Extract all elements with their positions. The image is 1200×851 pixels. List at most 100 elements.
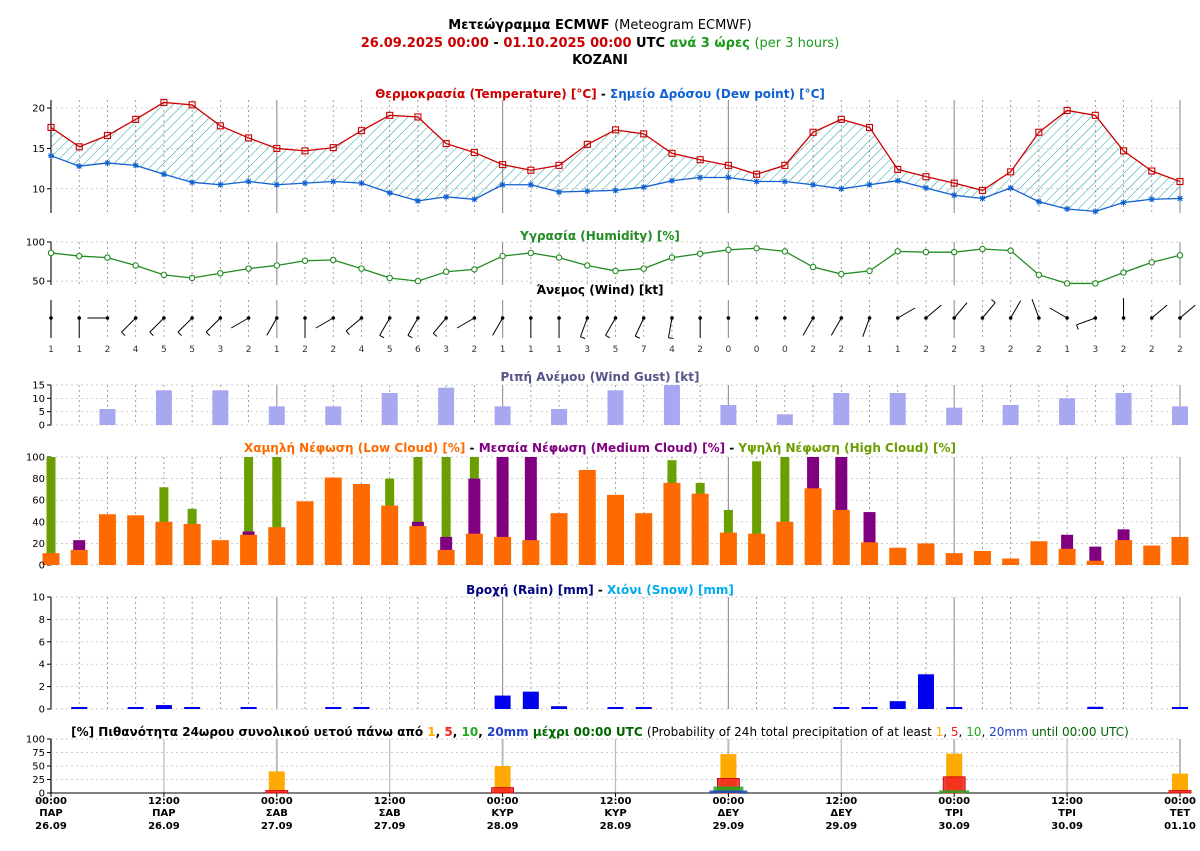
wind-station-dot — [754, 316, 759, 320]
prob-5mm-bar — [1168, 790, 1192, 794]
period-separator: - — [488, 36, 504, 51]
x-tick-date: 01.10 — [1164, 821, 1196, 832]
dew-point-point — [245, 178, 252, 185]
dew-point-point — [979, 195, 986, 202]
temperature-point — [1063, 106, 1071, 115]
humidity-point — [668, 254, 676, 261]
humidity-point — [838, 270, 845, 278]
wind-speed-label: 4 — [669, 345, 675, 355]
wind-gust-bar — [212, 390, 229, 425]
x-tick-day: ΤΡΙ — [945, 808, 963, 819]
temperature-point — [160, 98, 168, 106]
wind-speed-label: 2 — [697, 345, 703, 355]
wind-speed-label: 3 — [980, 345, 986, 355]
humidity-point — [386, 274, 393, 282]
wind-gust-bar — [1115, 393, 1132, 425]
wind-speed-label: 5 — [189, 345, 195, 355]
wind-station-dot — [783, 316, 787, 320]
dew-point-point — [302, 180, 309, 187]
humidity-point — [1035, 271, 1043, 279]
wind-speed-label: 2 — [951, 345, 957, 355]
humidity-point — [866, 267, 873, 275]
prob-ytick-label: 75 — [32, 748, 45, 759]
temperature-point — [1176, 177, 1184, 186]
temperature-point — [781, 161, 789, 169]
humidity-point — [160, 271, 168, 279]
rain-bar — [833, 707, 850, 709]
wind-gust-bar — [1172, 406, 1188, 425]
low-cloud-bar — [183, 523, 201, 565]
wind-speed-label: 3 — [217, 345, 223, 355]
rain-bar — [1087, 706, 1104, 709]
humidity-point — [217, 270, 224, 277]
humidity-point — [471, 266, 478, 273]
rain-ytick-label: 8 — [39, 615, 45, 626]
temp-ytick-label: 15 — [32, 144, 45, 155]
humidity-point — [104, 254, 111, 261]
x-tick-date: 29.09 — [825, 821, 857, 832]
low-cloud-bar — [719, 532, 737, 565]
wind-speed-label: 6 — [415, 345, 421, 355]
low-cloud-bar — [550, 513, 568, 565]
prob-10mm-bar — [939, 790, 970, 793]
humidity-point — [499, 252, 506, 260]
x-tick-day: ΚΥΡ — [491, 808, 513, 819]
low-cloud-bar — [437, 549, 455, 565]
humidity-point — [584, 262, 591, 269]
wind-speed-label: 2 — [1177, 345, 1183, 355]
low-cloud-bar — [804, 488, 822, 565]
dew-point-point — [1120, 199, 1127, 206]
x-tick-day: ΔΕΥ — [717, 808, 740, 819]
wind-barb — [177, 317, 193, 333]
dew-point-point — [414, 197, 421, 204]
cloud-ytick-label: 0 — [39, 561, 45, 572]
x-tick-day: ΚΥΡ — [604, 808, 626, 819]
wind-barb — [407, 317, 419, 336]
meteogram-title: Μετεώγραμμα ECMWF (Meteogram ECMWF) — [0, 17, 1200, 34]
dew-point-point — [1035, 198, 1042, 205]
dew-point-point — [922, 184, 929, 191]
wind-barb — [1049, 307, 1068, 319]
prob-ytick-label: 25 — [32, 775, 45, 786]
low-cloud-bar — [42, 553, 60, 565]
low-cloud-bar — [352, 484, 370, 565]
wind-barb-tick — [379, 334, 385, 339]
wind-gust-bar — [155, 390, 172, 425]
wind-barb — [266, 317, 278, 336]
title-english: (Meteogram ECMWF) — [614, 18, 752, 33]
wind-gust-bar — [833, 393, 850, 425]
dew-point-point — [640, 184, 647, 191]
wind-barb-tick — [345, 330, 350, 336]
x-tick-date: 29.09 — [713, 821, 745, 832]
medium-cloud-bar — [1089, 546, 1102, 565]
dew-point-point — [273, 181, 280, 188]
wind-gust-bar — [1059, 398, 1076, 425]
x-tick-date: 27.09 — [261, 821, 293, 832]
low-cloud-bar — [155, 521, 173, 565]
period-line: 26.09.2025 00:00 - 01.10.2025 00:00 UTC … — [0, 35, 1200, 52]
temperature-line — [50, 101, 1181, 192]
wind-barb-tick — [668, 337, 674, 340]
wind-barb — [1031, 299, 1040, 319]
temperature-point — [386, 111, 394, 119]
temperature-point — [611, 126, 620, 134]
dew-point-point — [386, 189, 393, 196]
low-cloud-bar — [409, 526, 427, 565]
high-cloud-bar — [752, 461, 762, 565]
rain-bar — [635, 707, 652, 709]
humidity-point — [894, 248, 901, 255]
rain-bar — [494, 695, 511, 709]
temperature-point — [1007, 168, 1015, 176]
dew-point-point — [866, 181, 873, 188]
temp-ytick-label: 20 — [32, 104, 45, 115]
high-cloud-bar — [46, 457, 56, 565]
high-cloud-bar — [272, 457, 282, 565]
dew-point-point — [781, 178, 788, 185]
wind-barb-tick — [121, 331, 126, 337]
prob-20mm-bar — [709, 790, 748, 793]
humidity-point — [527, 249, 535, 257]
prob-1mm-bar — [268, 771, 285, 793]
wind-speed-label: 1 — [48, 345, 54, 355]
wind-barb — [982, 302, 996, 319]
